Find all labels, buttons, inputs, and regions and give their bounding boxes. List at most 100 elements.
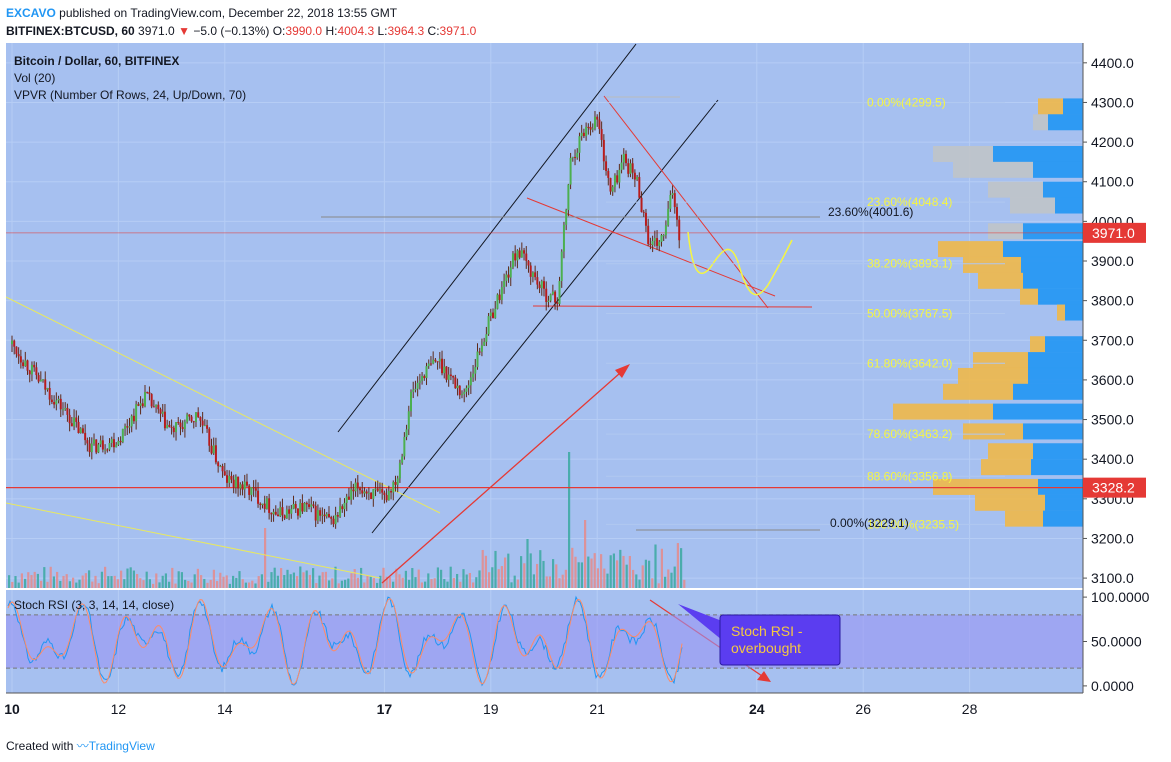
- volume-bar: [532, 574, 535, 588]
- vpvr-up-bar: [1045, 336, 1083, 353]
- candle-body: [667, 208, 670, 226]
- volume-bar: [683, 579, 686, 588]
- volume-bar: [472, 582, 475, 588]
- volume-bar: [43, 567, 46, 588]
- tradingview-logo-icon[interactable]: 〰: [76, 739, 89, 753]
- candle-body: [274, 511, 277, 515]
- candle-body: [520, 250, 523, 258]
- author-name[interactable]: EXCAVO: [6, 6, 56, 20]
- candle-body: [206, 425, 209, 429]
- vpvr-down-bar: [988, 443, 1033, 460]
- candle-body: [392, 482, 395, 493]
- volume-bar: [494, 550, 497, 588]
- volume-bar: [132, 570, 135, 588]
- candle-body: [66, 407, 69, 415]
- ohlc-line: BITFINEX:BTCUSD, 60 3971.0 ▼ −5.0 (−0.13…: [6, 22, 476, 40]
- volume-bar: [312, 568, 315, 588]
- volume-bar: [433, 578, 436, 588]
- volume-bar: [363, 582, 366, 588]
- candle-body: [625, 153, 628, 164]
- candle-body: [299, 502, 302, 516]
- volume-bar: [318, 575, 321, 588]
- candle-body: [310, 504, 313, 507]
- rsi-axis[interactable]: 100.0000 50.0000 0.0000: [1083, 589, 1150, 694]
- price-panel[interactable]: [6, 43, 1083, 588]
- candle-body: [199, 417, 202, 421]
- candle-body: [230, 475, 233, 480]
- candle-body: [157, 404, 160, 410]
- volume-bar: [267, 581, 270, 588]
- volume-bar: [94, 575, 97, 588]
- volume-bar: [452, 577, 455, 588]
- volume-bar: [56, 571, 59, 588]
- price-label-value: 3971.0: [1092, 225, 1135, 241]
- candle-body: [61, 409, 64, 411]
- stoch-rsi-legend: Stoch RSI (3, 3, 14, 14, close): [14, 598, 174, 612]
- tradingview-brand[interactable]: TradingView: [88, 739, 155, 753]
- candle-body: [580, 132, 583, 137]
- candle-body: [22, 362, 25, 367]
- candle-body: [332, 518, 335, 525]
- candle-body: [401, 456, 404, 463]
- candle-body: [578, 136, 581, 153]
- vpvr-down-bar: [1005, 510, 1043, 527]
- volume-bar: [680, 548, 683, 588]
- candle-body: [177, 422, 180, 424]
- candle-body: [370, 492, 373, 499]
- candle-body: [383, 492, 386, 495]
- candle-body: [241, 484, 244, 490]
- candle-body: [19, 356, 22, 363]
- price-axis[interactable]: 4400.04300.04200.04100.04000.03900.03800…: [1082, 43, 1134, 693]
- candle-body: [30, 364, 33, 375]
- vpvr-down-bar: [953, 161, 1033, 178]
- down-arrow-icon: ▼: [178, 24, 190, 38]
- volume-bar: [379, 575, 382, 588]
- candle-body: [115, 444, 118, 448]
- volume-bar: [536, 563, 539, 588]
- candle-body: [585, 126, 588, 137]
- volume-bar: [24, 578, 27, 588]
- volume-bar: [104, 566, 107, 588]
- candle-body: [429, 363, 432, 365]
- candle-body: [485, 334, 488, 342]
- candle-body: [616, 175, 619, 183]
- candle-body: [425, 366, 428, 378]
- candle-body: [148, 392, 151, 395]
- candle-body: [509, 267, 512, 278]
- candle-body: [523, 250, 526, 254]
- candle-body: [305, 502, 308, 505]
- volume-bar: [619, 549, 622, 588]
- volume-bar: [196, 568, 199, 588]
- volume-bar: [260, 574, 263, 588]
- candle-body: [257, 490, 260, 504]
- candle-body: [676, 207, 678, 220]
- candle-body: [390, 491, 393, 493]
- panel-separator: [6, 588, 1083, 590]
- time-tick-label: 24: [749, 701, 765, 717]
- candle-body: [179, 422, 182, 428]
- candle-body: [534, 272, 537, 278]
- price-tick-label: 3700.0: [1091, 332, 1134, 348]
- candle-body: [662, 235, 665, 237]
- volume-bar: [360, 567, 363, 588]
- chart-canvas[interactable]: 0.00%(4299.5) 23.60%(4048.4) 38.20%(3893.1…: [0, 0, 1171, 735]
- low-label: L:: [377, 24, 388, 38]
- volume-bar: [449, 566, 452, 588]
- volume-bar: [27, 572, 30, 588]
- volume-bar: [49, 566, 52, 588]
- volume-bar: [484, 555, 487, 588]
- candle-body: [53, 402, 56, 405]
- projection-path: [687, 231, 793, 296]
- trend-line: [337, 43, 637, 433]
- candle-body: [414, 388, 417, 390]
- volume-bar: [289, 574, 292, 588]
- candle-body: [653, 238, 656, 241]
- candle-body: [228, 475, 231, 483]
- candle-body: [427, 363, 430, 367]
- candle-body: [81, 428, 84, 433]
- rsi-callout-line1: Stoch RSI -: [731, 623, 803, 639]
- volume-bar: [145, 571, 148, 588]
- candle-body: [237, 476, 240, 489]
- fib-label: 61.80%(3642.0): [867, 356, 952, 370]
